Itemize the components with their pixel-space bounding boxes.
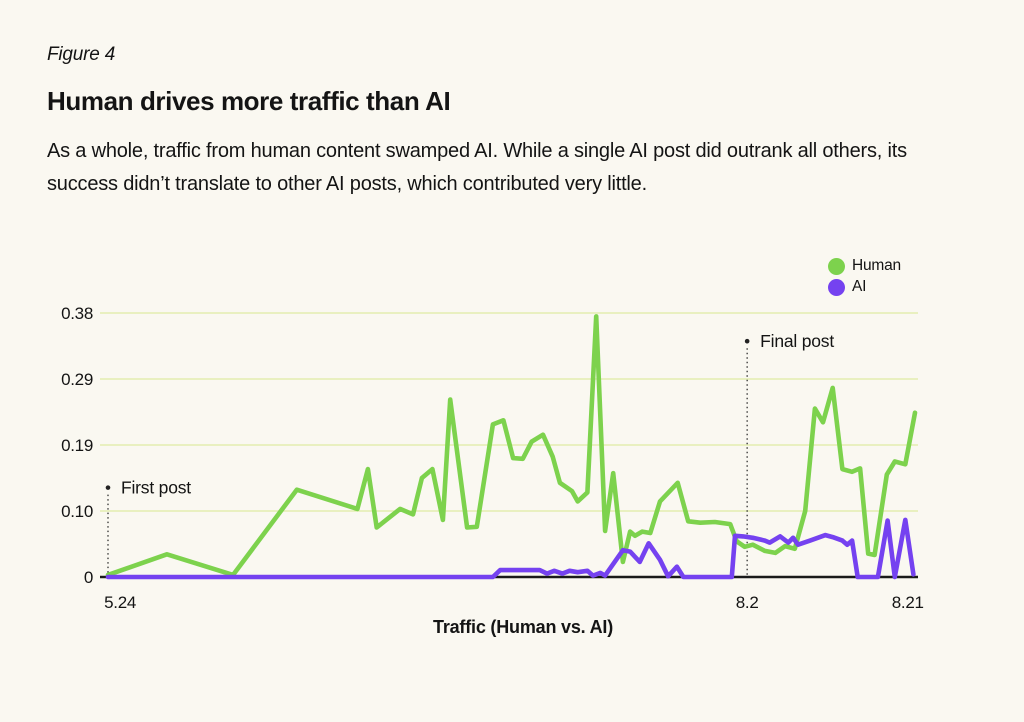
y-tick-label: 0.38: [61, 304, 93, 323]
legend-item-human: Human: [828, 257, 901, 275]
figure-title: Human drives more traffic than AI: [47, 86, 451, 116]
figure-subtitle: As a whole, traffic from human content s…: [47, 140, 907, 195]
legend-label-human: Human: [852, 257, 901, 274]
line-chart-canvas: 0 0.10 0.19 0.29 0.38 First post Final post 5.2…: [61, 304, 924, 637]
annotation-label: First post: [121, 478, 191, 498]
legend-item-ai: AI: [828, 278, 901, 296]
x-tick-label: 5.24: [104, 593, 136, 612]
y-tick-label: 0.19: [61, 436, 93, 455]
annotation-dot-icon: [744, 338, 750, 344]
annotation-label: Final post: [760, 331, 834, 351]
y-tick-label: 0: [84, 568, 93, 587]
y-tick-label: 0.29: [61, 370, 93, 389]
traffic-chart: Human AI 0 0.10 0.19 0.29 0.38 First post Fina…: [0, 230, 1024, 650]
x-axis-title: Traffic (Human vs. AI): [433, 617, 613, 637]
legend-label-ai: AI: [852, 278, 867, 295]
annotation-dot-icon: [105, 485, 111, 490]
figure-header: Figure 4 Human drives more traffic than …: [0, 0, 1024, 201]
human-series-swatch-icon: [828, 257, 845, 275]
figure-label: Figure 4: [47, 44, 116, 65]
chart-legend: Human AI: [828, 257, 901, 296]
x-tick-label: 8.2: [736, 593, 759, 612]
series-line-ai: [105, 517, 916, 580]
series-line-human: [105, 314, 918, 578]
x-tick-label: 8.21: [892, 593, 924, 612]
ai-series-swatch-icon: [828, 278, 845, 296]
y-tick-label: 0.10: [61, 502, 93, 521]
